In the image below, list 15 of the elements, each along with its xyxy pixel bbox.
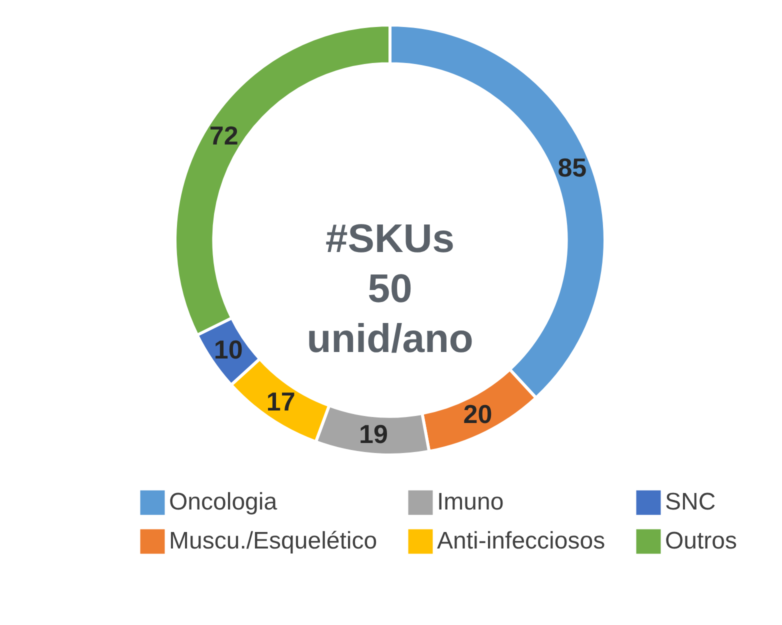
- data-label: 17: [266, 386, 296, 416]
- data-label: 85: [558, 152, 587, 183]
- data-label: 10: [214, 334, 243, 364]
- legend-label: SNC: [665, 488, 716, 516]
- text: 50: [368, 267, 412, 311]
- legend-label: Imuno: [437, 488, 504, 516]
- legend-label: Oncologia: [169, 488, 278, 516]
- legend-label: Outros: [665, 528, 738, 554]
- text: unid/ano: [306, 317, 474, 361]
- data-label: 19: [359, 418, 388, 449]
- legend-label: Muscu./Esquelético: [169, 528, 378, 554]
- data-label: 72: [209, 120, 238, 151]
- data-label: 20: [463, 398, 492, 429]
- legend-label: Anti-infecciosos: [437, 528, 606, 554]
- text: #SKUs: [326, 217, 454, 261]
